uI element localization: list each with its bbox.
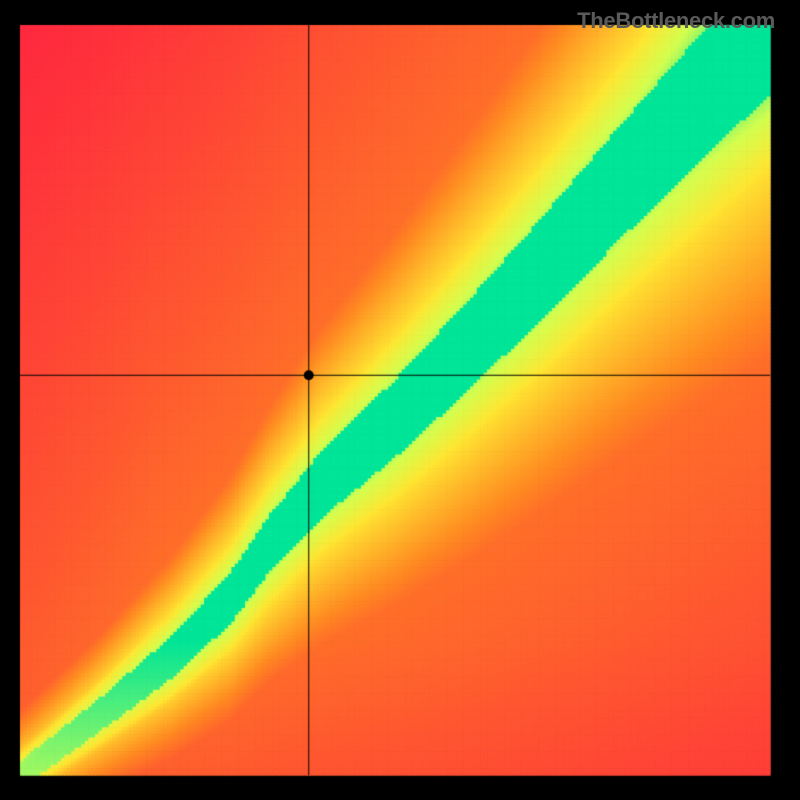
watermark-text: TheBottleneck.com [577,8,775,34]
chart-container: TheBottleneck.com [0,0,800,800]
heatmap-canvas [0,0,800,800]
